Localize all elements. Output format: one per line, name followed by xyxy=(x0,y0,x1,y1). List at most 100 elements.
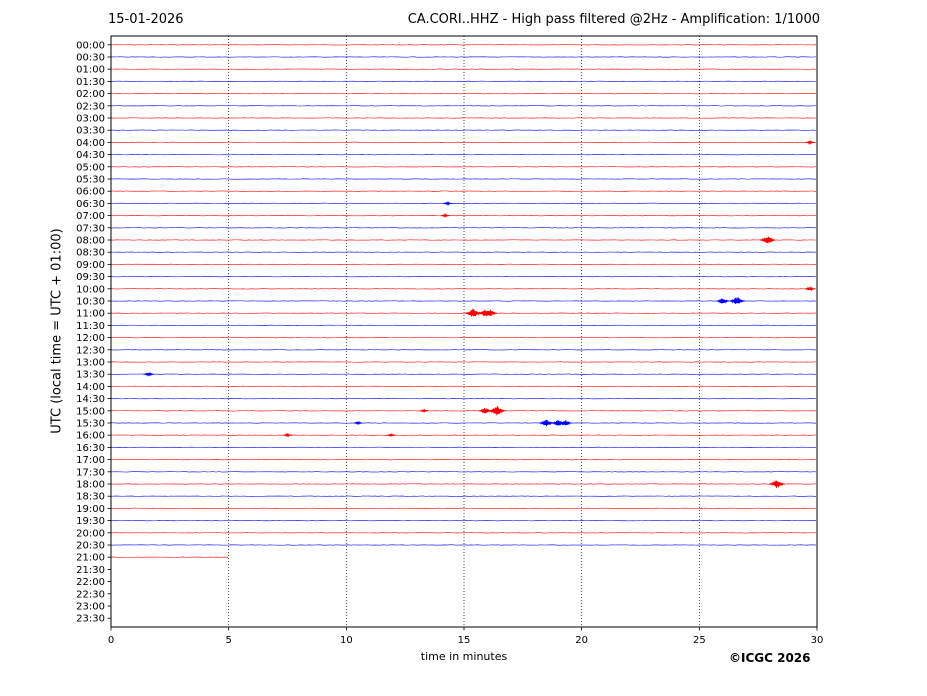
y-tick-label: 11:30 xyxy=(76,321,105,332)
copyright-label: ©ICGC 2026 xyxy=(729,651,811,665)
x-tick-label: 25 xyxy=(693,635,706,646)
x-tick-label: 20 xyxy=(575,635,588,646)
y-tick-label: 00:30 xyxy=(76,53,105,64)
event-mark xyxy=(419,408,429,413)
event-mark xyxy=(728,297,746,304)
y-tick-label: 12:30 xyxy=(76,345,105,356)
trace-1900 xyxy=(110,507,817,510)
trace-1400 xyxy=(110,385,817,388)
x-tick-label: 5 xyxy=(225,635,231,646)
y-tick-label: 03:00 xyxy=(76,114,105,125)
y-tick-label: 04:30 xyxy=(76,150,105,161)
y-tick-label: 15:00 xyxy=(76,406,105,417)
event-mark xyxy=(440,212,450,218)
trace-0830 xyxy=(110,251,817,253)
y-tick-label: 01:00 xyxy=(76,65,105,76)
trace-1930 xyxy=(110,519,817,522)
y-tick-label: 01:30 xyxy=(76,77,105,88)
y-tick-label: 20:30 xyxy=(76,541,105,552)
y-tick-label: 15:30 xyxy=(76,419,105,430)
y-tick-label: 20:00 xyxy=(76,528,105,539)
y-tick-label: 19:30 xyxy=(76,516,105,527)
y-tick-label: 23:30 xyxy=(76,614,105,625)
trace-2030 xyxy=(110,544,817,546)
y-tick-label: 14:30 xyxy=(76,394,105,405)
x-tick-label: 10 xyxy=(340,635,353,646)
chart-title: CA.CORI..HHZ - High pass filtered @2Hz -… xyxy=(407,12,820,27)
event-mark xyxy=(804,286,816,292)
y-tick-label: 16:00 xyxy=(76,431,105,442)
y-tick-label: 18:30 xyxy=(76,492,105,503)
event-mark xyxy=(768,480,786,489)
y-tick-label: 13:30 xyxy=(76,370,105,381)
trace-1100 xyxy=(110,312,817,314)
y-tick-label: 09:00 xyxy=(76,260,105,271)
y-tick-label: 05:30 xyxy=(76,175,105,186)
y-tick-label: 02:00 xyxy=(76,89,105,100)
trace-2000 xyxy=(110,532,817,534)
x-tick-label: 30 xyxy=(811,635,824,646)
trace-1630 xyxy=(110,446,817,449)
trace-1800 xyxy=(110,483,817,485)
y-tick-label: 10:00 xyxy=(76,284,105,295)
y-tick-label: 19:00 xyxy=(76,504,105,515)
trace-1530 xyxy=(110,422,817,424)
y-tick-label: 23:00 xyxy=(76,602,105,613)
trace-0300 xyxy=(110,117,817,119)
event-mark xyxy=(539,419,554,427)
x-axis-label: time in minutes xyxy=(420,650,508,663)
trace-0500 xyxy=(110,166,817,168)
date-label: 15-01-2026 xyxy=(108,12,184,27)
trace-1730 xyxy=(110,471,817,473)
y-tick-label: 08:30 xyxy=(76,248,105,259)
y-tick-label: 07:30 xyxy=(76,223,105,234)
event-mark xyxy=(443,200,452,206)
trace-0700 xyxy=(110,214,817,217)
y-tick-label: 18:00 xyxy=(76,480,105,491)
event-mark xyxy=(759,236,776,244)
y-tick-label: 06:30 xyxy=(76,199,105,210)
event-mark xyxy=(283,432,292,438)
y-tick-label: 17:30 xyxy=(76,467,105,478)
y-tick-label: 10:30 xyxy=(76,297,105,308)
y-tick-label: 13:00 xyxy=(76,358,105,369)
y-tick-label: 16:30 xyxy=(76,443,105,454)
event-mark xyxy=(716,298,730,304)
y-tick-label: 02:30 xyxy=(76,101,105,112)
trace-0030 xyxy=(110,56,817,58)
event-mark xyxy=(353,420,363,426)
y-tick-label: 17:00 xyxy=(76,455,105,466)
trace-1430 xyxy=(110,397,817,400)
trace-0930 xyxy=(110,275,817,278)
y-tick-label: 21:30 xyxy=(76,565,105,576)
y-tick-label: 14:00 xyxy=(76,382,105,393)
trace-0630 xyxy=(110,202,817,205)
y-tick-label: 00:00 xyxy=(76,40,105,51)
y-tick-label: 07:00 xyxy=(76,211,105,222)
x-tick-label: 15 xyxy=(458,635,471,646)
y-tick-label: 11:00 xyxy=(76,309,105,320)
plot-frame xyxy=(110,35,818,628)
y-tick-label: 22:00 xyxy=(76,577,105,588)
trace-0330 xyxy=(110,129,817,131)
trace-1330 xyxy=(110,373,817,375)
y-tick-label: 22:30 xyxy=(76,589,105,600)
event-mark xyxy=(482,309,498,317)
y-tick-label: 21:00 xyxy=(76,553,105,564)
event-mark xyxy=(558,420,572,426)
trace-0230 xyxy=(110,105,817,107)
y-tick-label: 05:00 xyxy=(76,162,105,173)
y-tick-label: 06:00 xyxy=(76,187,105,198)
trace-1500 xyxy=(110,410,817,412)
event-mark xyxy=(488,406,506,416)
trace-1000 xyxy=(110,288,817,290)
trace-0400 xyxy=(110,141,817,144)
event-mark xyxy=(386,432,396,438)
y-tick-label: 09:30 xyxy=(76,272,105,283)
trace-1200 xyxy=(110,336,817,339)
event-mark xyxy=(805,139,815,145)
trace-0100 xyxy=(110,68,817,70)
trace-1300 xyxy=(110,361,817,363)
y-tick-label: 04:00 xyxy=(76,138,105,149)
trace-0900 xyxy=(110,263,817,266)
